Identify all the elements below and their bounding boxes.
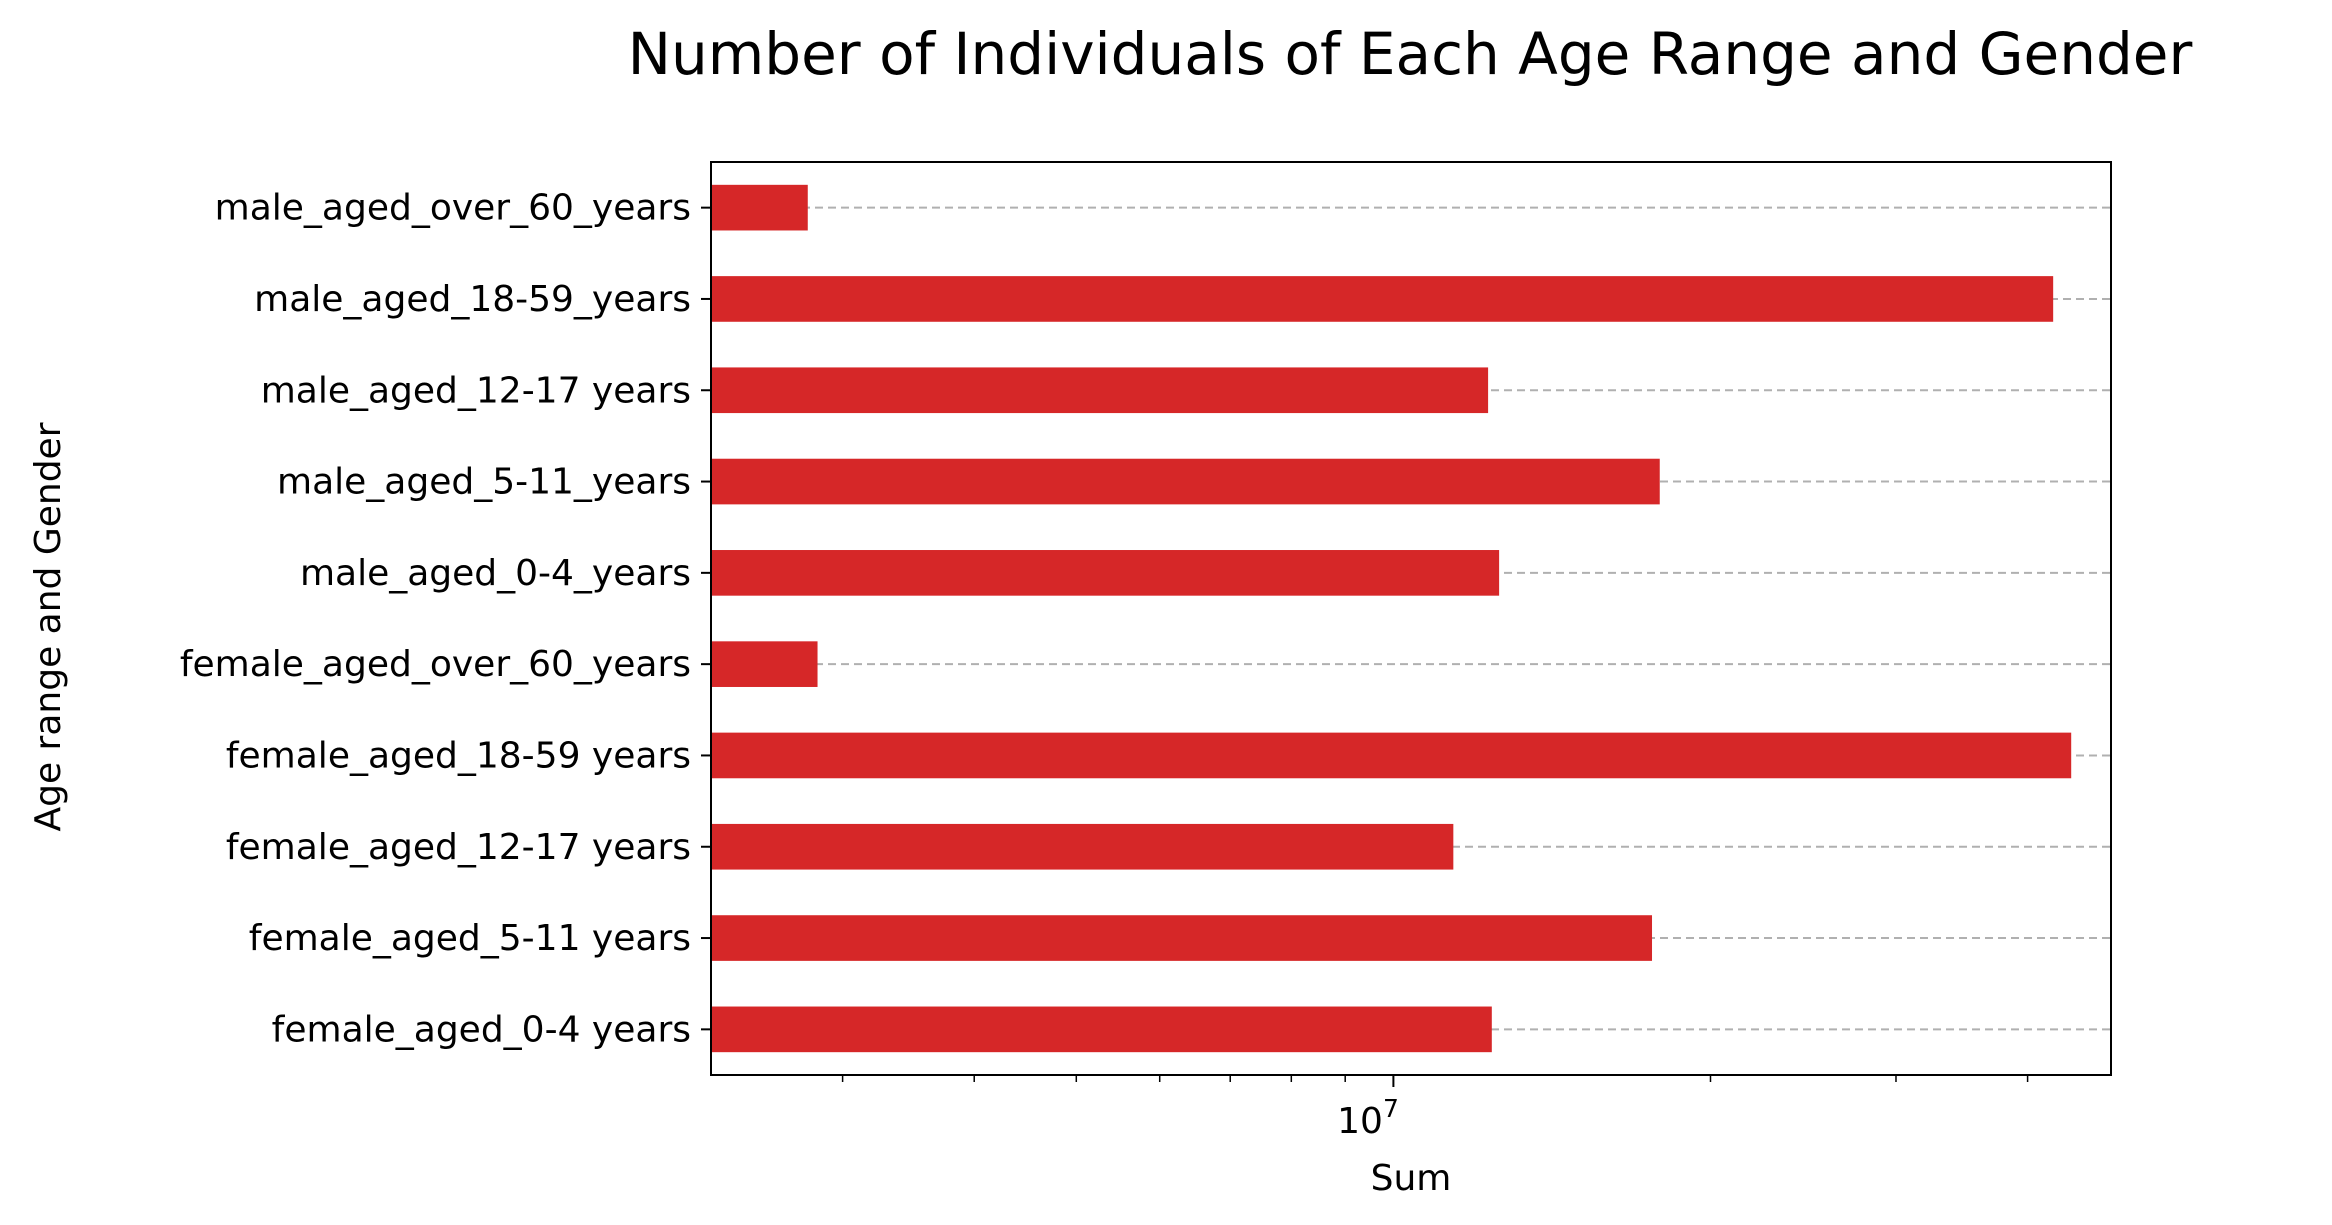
bar [711, 184, 808, 231]
y-tick-label: female_aged_over_60_years [180, 644, 691, 685]
bar [711, 1006, 1492, 1053]
y-tick-label: male_aged_over_60_years [215, 188, 691, 229]
y-tick-label: male_aged_12-17 years [261, 370, 691, 411]
bar [711, 458, 1660, 505]
bar [711, 276, 2054, 322]
bar [711, 641, 818, 687]
x-axis-label: Sum [1371, 1158, 1452, 1199]
y-tick-label: male_aged_18-59_years [254, 279, 691, 320]
y-tick-label: female_aged_12-17 years [226, 827, 691, 868]
x-tick-layer [841, 1075, 2029, 1087]
bar [711, 915, 1653, 961]
y-tick-label: female_aged_5-11 years [249, 918, 691, 959]
x-tick-label-base: 10 [1337, 1101, 1383, 1142]
chart-title: Number of Individuals of Each Age Range … [628, 20, 2193, 88]
y-tick-label: male_aged_0-4_years [300, 553, 691, 594]
plot-frame [710, 161, 2112, 1076]
bar [711, 732, 2072, 779]
bar-layer [711, 184, 2072, 1053]
grid-layer [711, 206, 2111, 1031]
y-tick-layer: female_aged_0-4 years female_aged_5-11 ye… [180, 188, 711, 1050]
x-tick-label-10e7: 107 [1337, 1094, 1399, 1142]
y-tick-label: female_aged_0-4 years [272, 1009, 691, 1050]
bar [711, 823, 1454, 870]
y-tick-label: female_aged_18-59 years [226, 735, 691, 776]
x-tick-label-exponent: 7 [1383, 1094, 1399, 1123]
y-axis-label: Age range and Gender [28, 422, 69, 831]
bar [711, 367, 1489, 414]
bar [711, 550, 1500, 596]
y-tick-label: male_aged_5-11_years [277, 462, 691, 503]
